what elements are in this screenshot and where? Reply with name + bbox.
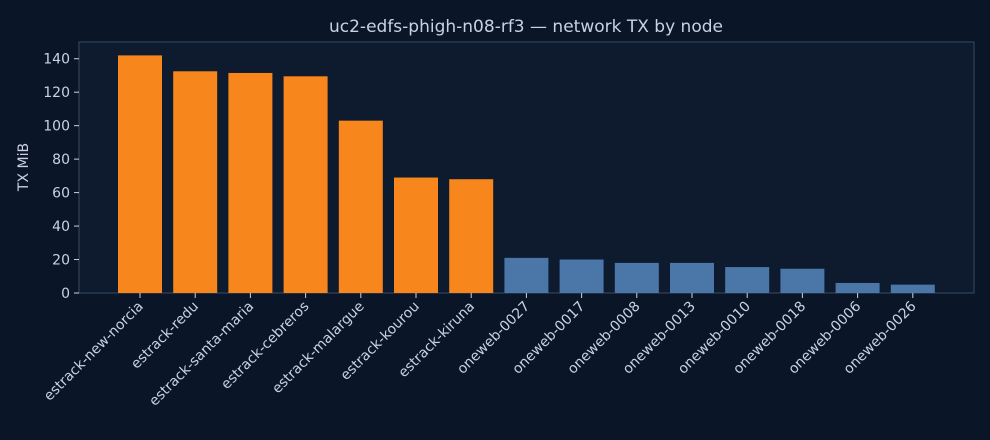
plot-area — [78, 41, 975, 294]
bars — [118, 55, 935, 294]
y-tick-label: 0 — [61, 286, 70, 302]
bar-oneweb-0008 — [614, 262, 659, 293]
y-tick-label: 60 — [52, 186, 70, 202]
bar-oneweb-0027 — [504, 257, 549, 293]
bar-estrack-new-norcia — [118, 55, 162, 294]
bar-estrack-cebreros — [283, 76, 328, 293]
bar-oneweb-0013 — [670, 262, 714, 293]
y-tick-label: 120 — [43, 85, 70, 101]
y-tick-label: 20 — [52, 253, 70, 269]
y-tick-label: 80 — [52, 152, 70, 168]
y-tick-label: 100 — [43, 119, 70, 135]
y-tick-label: 40 — [52, 219, 70, 235]
bar-oneweb-0017 — [559, 259, 604, 293]
bar-oneweb-0018 — [780, 268, 825, 293]
y-axis-label: TX MiB — [16, 143, 32, 192]
bar-oneweb-0010 — [725, 267, 770, 293]
bar-estrack-kourou — [394, 177, 438, 293]
bar-estrack-kiruna — [449, 179, 494, 293]
bar-estrack-redu — [173, 71, 218, 294]
bar-oneweb-0026 — [890, 284, 935, 293]
chart-title: uc2-edfs-phigh-n08-rf3 — network TX by n… — [329, 17, 723, 37]
bar-estrack-malargue — [338, 120, 383, 293]
y-tick-label: 140 — [43, 52, 70, 68]
bar-estrack-santa-maria — [228, 72, 273, 293]
bar-oneweb-0006 — [835, 282, 880, 293]
y-axis: 0 20 40 60 80 100 120 140 — [43, 52, 79, 302]
